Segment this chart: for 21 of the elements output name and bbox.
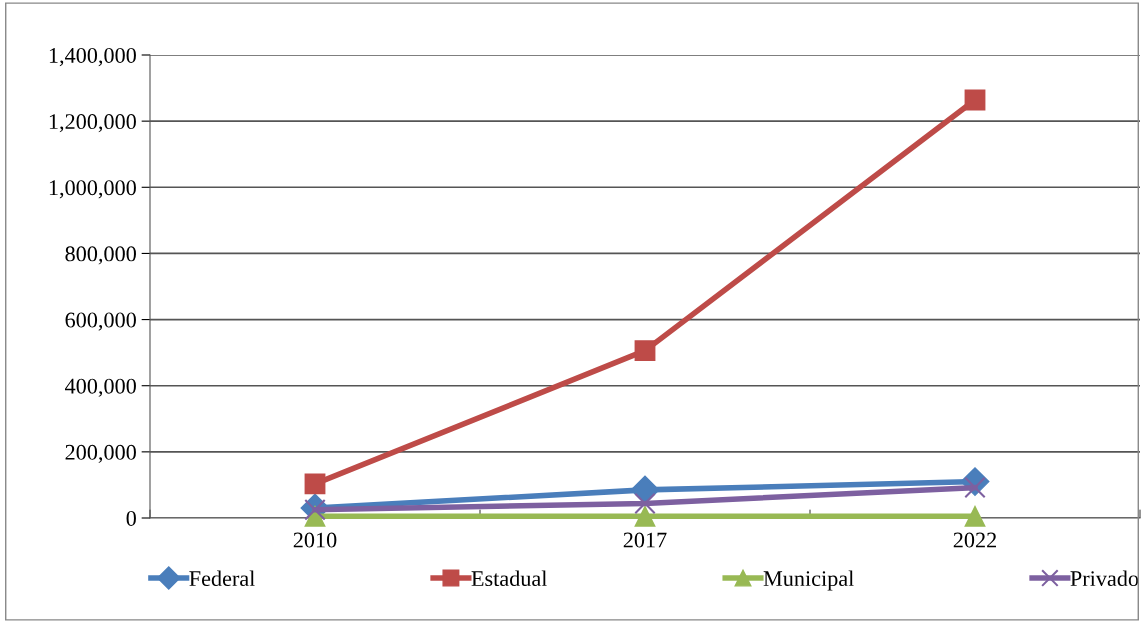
y-tick-label: 400,000: [65, 378, 136, 397]
y-tick-label: 0: [126, 510, 136, 526]
point: [634, 492, 656, 515]
legend-label: Federal: [189, 570, 255, 587]
point: [964, 505, 986, 527]
legend-label: Municipal: [763, 570, 854, 591]
point: [634, 340, 656, 362]
x-tick-label: 2010: [293, 532, 337, 548]
legend-label: Estadual: [471, 570, 548, 587]
point: [964, 89, 986, 111]
y-tick-label: 1,400,000: [49, 47, 136, 67]
x-tick-label: 2022: [953, 532, 996, 548]
y-tick-label: 800,000: [65, 246, 136, 265]
point: [304, 473, 326, 495]
y-tick-label: 600,000: [65, 312, 136, 331]
point: [634, 505, 656, 527]
legend-label: Privado: [1070, 570, 1139, 587]
y-tick-label: 200,000: [65, 444, 136, 463]
x-tick-label: 2017: [623, 532, 667, 548]
y-tick-label: 1,000,000: [49, 180, 136, 199]
y-tick-label: 1,200,000: [49, 114, 136, 133]
